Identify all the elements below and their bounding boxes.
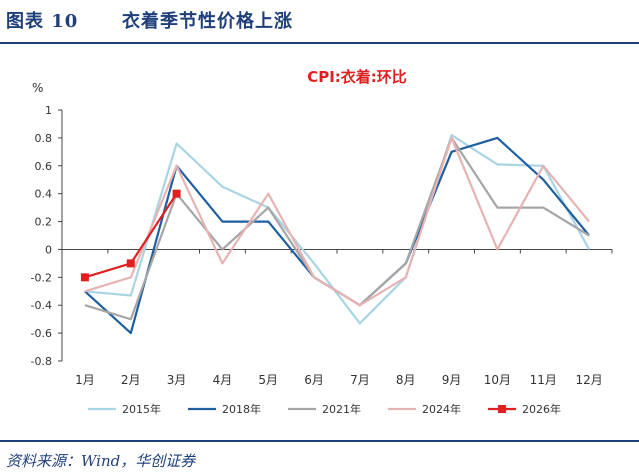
x-tick-label: 6月 <box>304 373 324 387</box>
legend-label: 2018年 <box>222 402 261 416</box>
legend-marker-2026年 <box>498 405 506 413</box>
line-chart: CPI:衣着:环比%1 0.8 0.6 0.4 0.2 0 -0.2 -0.4 -0.6 -0.8… <box>31 68 613 416</box>
source-bar: 资料来源：Wind，华创证券 <box>0 440 639 476</box>
x-tick-label: 8月 <box>396 373 416 387</box>
x-tick-label: 5月 <box>258 373 278 387</box>
x-tick-label: 1月 <box>75 373 95 387</box>
figure-label: 图表 10 <box>6 11 79 32</box>
source-note: 资料来源：Wind，华创证券 <box>6 452 196 470</box>
x-tick-label: 9月 <box>442 373 462 387</box>
y-tick-label: 0.2 <box>35 216 53 229</box>
legend-label: 2021年 <box>322 402 361 416</box>
y-tick-label: 1 <box>45 104 52 117</box>
x-tick-label: 2月 <box>121 373 141 387</box>
x-tick-label: 10月 <box>484 373 511 387</box>
y-tick-label: 0.6 <box>35 160 53 173</box>
figure-title: 衣着季节性价格上涨 <box>122 11 293 32</box>
x-tick-label: 4月 <box>213 373 233 387</box>
x-tick-label: 12月 <box>575 373 602 387</box>
legend-label: 2015年 <box>122 402 161 416</box>
figure-header: 图表 10 衣着季节性价格上涨 <box>0 0 639 44</box>
y-tick-label: 0.4 <box>35 188 53 201</box>
y-tick-label: -0.8 <box>31 355 52 368</box>
x-tick-label: 7月 <box>350 373 370 387</box>
y-tick-label: -0.2 <box>31 271 52 284</box>
y-tick-label: 0.8 <box>35 132 53 145</box>
series-line-2015年 <box>84 134 591 325</box>
legend-label: 2024年 <box>422 402 461 416</box>
series-point-2026年 <box>80 273 89 282</box>
y-tick-label: -0.6 <box>31 327 52 340</box>
x-tick-label: 11月 <box>530 373 557 387</box>
y-tick-label: -0.4 <box>31 299 52 312</box>
y-tick-label: 0 <box>45 243 52 256</box>
series-line-2024年 <box>84 136 590 307</box>
x-tick-label: 3月 <box>167 373 187 387</box>
series-point-2026年 <box>126 259 135 268</box>
chart-title: CPI:衣着:环比 <box>307 68 407 86</box>
series-point-2026年 <box>172 189 181 198</box>
y-axis-unit: % <box>32 81 43 95</box>
legend-label: 2026年 <box>522 402 561 416</box>
